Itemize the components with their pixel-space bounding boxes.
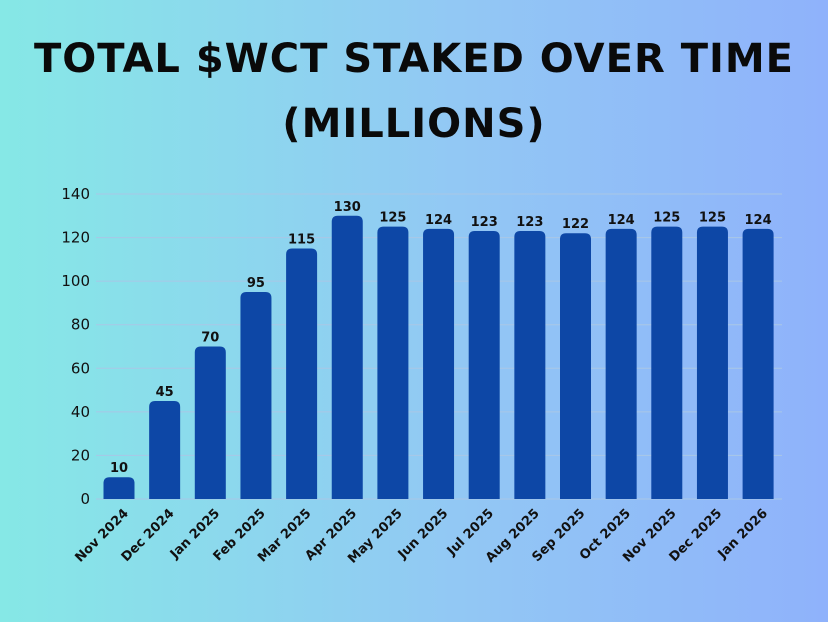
bar-value-label: 115 (288, 232, 315, 247)
y-tick-label: 0 (80, 490, 90, 508)
bar-value-label: 125 (699, 211, 726, 226)
bar-value-label: 124 (608, 213, 635, 228)
bar (742, 228, 774, 499)
bar (149, 400, 181, 499)
bar (103, 477, 135, 499)
bar (696, 226, 728, 499)
y-tick-label: 120 (61, 229, 90, 247)
bar (560, 233, 591, 499)
bar (468, 231, 500, 500)
chart-title-line1: TOTAL $WCT STAKED OVER TIME (34, 36, 794, 82)
bar (286, 248, 318, 499)
bar (651, 226, 683, 499)
y-axis-ticks: 0 20 40 60 80 100 120 140 (61, 185, 90, 508)
bar (605, 228, 637, 499)
bar-value-label: 70 (201, 331, 219, 346)
bar-value-label: 130 (334, 200, 361, 215)
y-tick-label: 20 (71, 446, 90, 464)
bar-value-label: 122 (562, 217, 589, 232)
y-tick-label: 140 (61, 185, 90, 203)
bar (423, 228, 455, 499)
chart-title-line2: (MILLIONS) (282, 101, 546, 147)
bar-value-label: 95 (247, 276, 265, 291)
bars (103, 215, 774, 500)
bar (514, 231, 546, 500)
bar-value-label: 125 (653, 211, 680, 226)
bar-value-label: 45 (156, 385, 174, 400)
y-tick-label: 40 (71, 403, 90, 421)
bar (331, 215, 363, 500)
bar (240, 292, 272, 499)
bar-value-label: 123 (516, 215, 543, 230)
y-tick-label: 80 (71, 316, 90, 334)
bar-value-label: 125 (379, 211, 406, 226)
y-tick-label: 60 (71, 359, 90, 377)
bar-value-label: 123 (471, 215, 498, 230)
y-tick-label: 100 (61, 272, 90, 290)
bar-value-label: 124 (745, 213, 772, 228)
bar (377, 226, 409, 499)
bar-value-label: 124 (425, 213, 452, 228)
bar (194, 346, 226, 499)
value-labels: 10 45 70 95 115 130 125 124 123 123 122 124 125 125 12… (110, 200, 772, 476)
bar-value-label: 10 (110, 461, 128, 476)
